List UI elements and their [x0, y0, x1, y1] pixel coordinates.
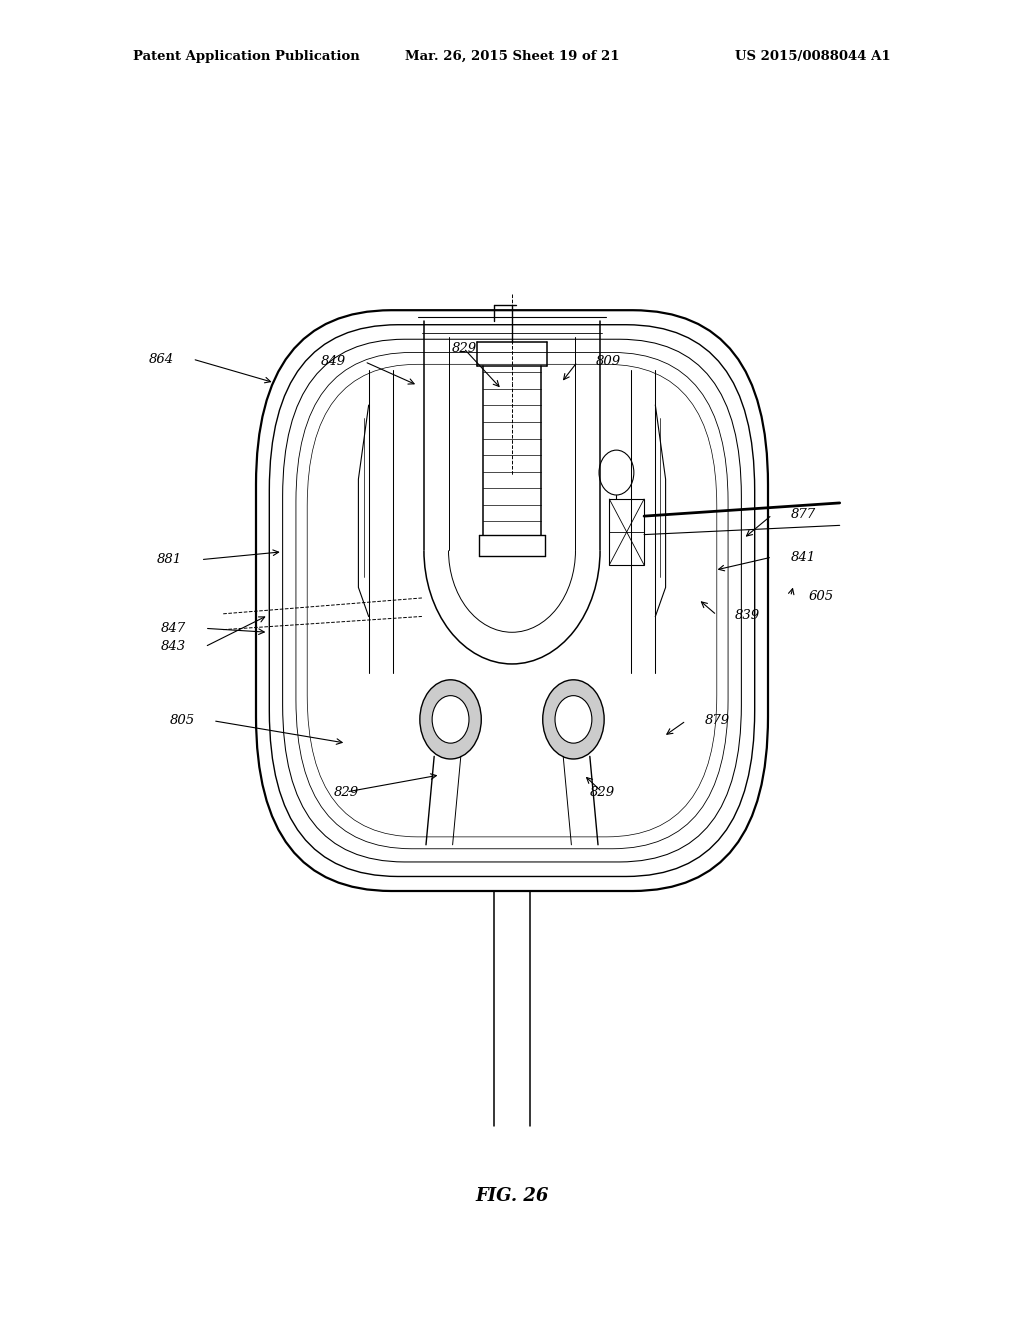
Text: 841: 841 [791, 550, 816, 564]
Text: Mar. 26, 2015 Sheet 19 of 21: Mar. 26, 2015 Sheet 19 of 21 [404, 50, 620, 63]
Circle shape [432, 696, 469, 743]
Bar [609, 499, 644, 565]
Text: Patent Application Publication: Patent Application Publication [133, 50, 359, 63]
Circle shape [599, 450, 634, 495]
Text: 829: 829 [334, 785, 358, 799]
Circle shape [420, 680, 481, 759]
Text: US 2015/0088044 A1: US 2015/0088044 A1 [735, 50, 891, 63]
Text: 864: 864 [148, 352, 174, 366]
Text: 847: 847 [161, 622, 186, 635]
Text: 843: 843 [161, 640, 186, 653]
Circle shape [543, 680, 604, 759]
Text: 829: 829 [452, 342, 476, 355]
Text: 805: 805 [169, 714, 195, 727]
Text: 877: 877 [791, 508, 816, 521]
Text: 809: 809 [596, 355, 622, 368]
Text: FIG. 26: FIG. 26 [475, 1187, 549, 1205]
Text: 879: 879 [705, 714, 730, 727]
Circle shape [555, 696, 592, 743]
Text: 839: 839 [735, 609, 761, 622]
Text: 605: 605 [809, 590, 835, 603]
Text: 881: 881 [157, 553, 182, 566]
Text: 829: 829 [590, 785, 614, 799]
Text: 849: 849 [321, 355, 346, 368]
